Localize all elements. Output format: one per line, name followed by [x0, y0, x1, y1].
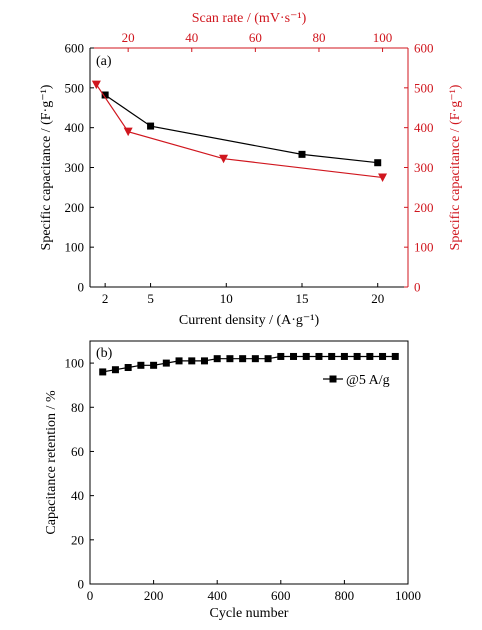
y-tick-label: 300: [65, 160, 85, 175]
data-point: [213, 355, 221, 363]
y-tick-label: 0: [78, 280, 85, 295]
x2-tick-label: 60: [249, 30, 262, 45]
data-point: [328, 352, 336, 360]
plot-frame: [89, 340, 409, 585]
x-tick-label: 1000: [395, 588, 421, 603]
data-point: [374, 159, 382, 167]
data-point: [366, 352, 374, 360]
data-point: [147, 122, 155, 130]
y2-tick-label: 300: [414, 160, 434, 175]
data-point: [175, 357, 183, 365]
x2-tick-label: 20: [122, 30, 135, 45]
y-tick-label: 20: [71, 532, 84, 547]
data-point: [162, 359, 170, 367]
x-tick-label: 600: [271, 588, 291, 603]
data-point: [226, 355, 234, 363]
y-tick-label: 500: [65, 80, 85, 95]
panel-label: (b): [96, 346, 113, 361]
data-point: [298, 150, 306, 158]
x-tick-label: 800: [335, 588, 355, 603]
y2-tick-label: 400: [414, 120, 434, 135]
series-line: [104, 94, 378, 164]
y-axis-title: Specific capacitance / (F·g⁻¹): [39, 84, 54, 250]
data-point: [378, 173, 388, 182]
x-axis-title: Cycle number: [210, 606, 289, 621]
data-point: [391, 352, 399, 360]
data-point: [91, 80, 101, 90]
data-point: [239, 355, 247, 363]
x2-tick-label: 100: [373, 30, 393, 45]
data-point: [137, 361, 145, 369]
x-tick-label: 2: [102, 291, 109, 306]
y2-axis-title: Specific capacitance / (F·g⁻¹): [448, 84, 463, 250]
y2-tick-label: 500: [414, 80, 434, 95]
panel-label: (a): [96, 54, 112, 69]
data-point: [123, 127, 133, 137]
x-tick-label: 20: [371, 291, 384, 306]
x-tick-label: 400: [207, 588, 227, 603]
x-axis-title: Current density / (A·g⁻¹): [179, 313, 320, 328]
y-tick-label: 40: [71, 488, 84, 503]
y-tick-label: 80: [71, 400, 84, 415]
data-point: [101, 91, 109, 99]
y-tick-label: 100: [65, 356, 85, 371]
y2-tick-label: 200: [414, 200, 434, 215]
data-point: [219, 154, 229, 164]
data-point: [111, 366, 119, 374]
data-point: [264, 355, 272, 363]
data-point: [188, 357, 196, 365]
x2-tick-label: 80: [312, 30, 325, 45]
y2-tick-label: 0: [414, 280, 421, 295]
y-tick-label: 0: [78, 577, 85, 592]
x-tick-label: 15: [296, 291, 309, 306]
y-tick-label: 200: [65, 200, 85, 215]
x2-axis-title: Scan rate / (mV·s⁻¹): [192, 11, 307, 26]
y-tick-label: 60: [71, 444, 84, 459]
data-point: [251, 355, 259, 363]
series-line: [102, 355, 396, 373]
data-point: [353, 352, 361, 360]
legend-label: @5 A/g: [346, 373, 390, 388]
data-point: [379, 352, 387, 360]
data-point: [124, 364, 132, 372]
x2-tick-label: 40: [185, 30, 198, 45]
x-tick-label: 10: [220, 291, 233, 306]
y-tick-label: 100: [65, 240, 85, 255]
x-tick-label: 200: [144, 588, 164, 603]
data-point: [315, 352, 323, 360]
data-point: [340, 352, 348, 360]
x-tick-label: 5: [147, 291, 154, 306]
panel-b: 0 200 400 600 800 1000 0 20 40 60 80 100 Cycle numbe…: [44, 340, 421, 621]
legend-marker: [329, 375, 337, 383]
y2-tick-label: 100: [414, 240, 434, 255]
legend: @5 A/g: [323, 373, 390, 388]
data-point: [302, 352, 310, 360]
data-point: [290, 352, 298, 360]
series-line: [95, 84, 383, 179]
y2-tick-label: 600: [414, 41, 434, 56]
x-tick-label: 0: [87, 588, 94, 603]
data-point: [200, 357, 208, 365]
y-tick-label: 400: [65, 120, 85, 135]
data-point: [150, 361, 158, 369]
y-axis-title: Capacitance retention / %: [44, 390, 59, 535]
data-point: [99, 368, 107, 376]
y-tick-label: 600: [65, 41, 85, 56]
data-point: [277, 352, 285, 360]
